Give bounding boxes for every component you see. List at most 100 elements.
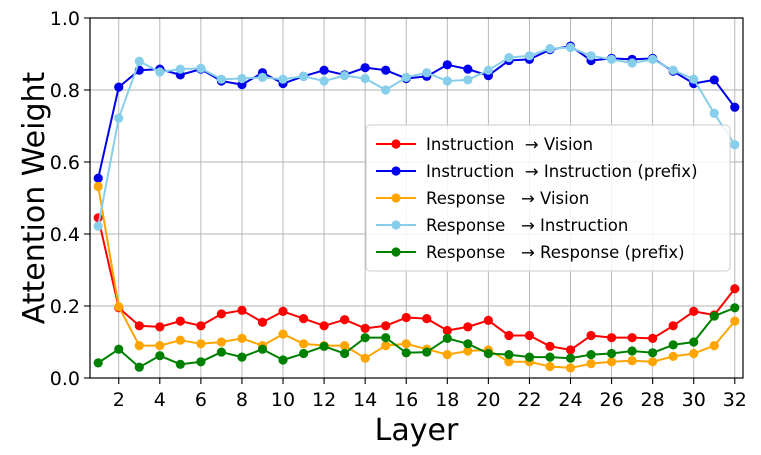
data-point [545,44,555,54]
data-point [565,42,576,53]
data-point [196,339,206,349]
data-point [319,321,329,331]
data-point [648,54,658,64]
data-point [257,72,268,82]
data-point [278,74,288,84]
legend-entry: Response → Instruction [376,216,628,235]
data-point [730,303,740,313]
data-point [504,330,514,341]
data-point [134,56,144,66]
x-tick-label: 10 [271,389,295,411]
data-point [340,341,350,351]
legend-marker [391,220,401,230]
x-tick-label: 8 [236,389,248,411]
data-point [298,339,309,349]
data-point [401,72,411,82]
data-point [463,64,473,74]
legend-label: Response → Vision [426,189,589,208]
data-point [627,356,637,366]
x-tick-label: 2 [113,389,125,411]
data-point [422,347,432,357]
data-point [689,74,699,84]
data-point [483,65,493,75]
data-point [381,321,391,331]
data-point [114,113,124,123]
data-point [155,351,165,361]
data-point [360,63,370,73]
series-layer [93,41,740,373]
legend-entry: Instruction → Instruction (prefix) [376,162,698,181]
data-point [606,357,617,367]
data-point [298,314,309,324]
y-axis-title: Attention Weight [17,72,52,325]
data-point [422,314,432,324]
data-point [175,335,185,345]
data-point [627,333,637,343]
data-point [216,309,227,319]
data-point [545,341,555,351]
data-point [114,344,124,354]
data-point [422,68,432,78]
x-tick-label: 22 [517,389,541,411]
data-point [360,73,370,84]
data-point [257,317,268,327]
data-point [340,348,350,359]
data-point [278,306,288,316]
data-point [340,315,350,325]
data-point [381,85,391,95]
data-point [668,321,678,331]
data-point [442,333,452,343]
data-point [237,73,247,84]
x-axis-title: Layer [375,413,459,448]
data-point [340,71,350,81]
data-point [134,341,144,351]
data-point [504,357,514,367]
x-tick-label: 12 [312,389,336,411]
x-tick-label: 6 [195,389,207,411]
legend-box [365,124,731,272]
data-point [730,284,740,294]
legend: Instruction → Vision Instruction → Instru… [365,124,731,272]
data-point [155,341,165,351]
data-point [442,76,452,86]
data-point [278,329,288,339]
data-point [216,347,227,357]
data-point [319,341,329,351]
data-point [298,348,309,359]
data-point [237,333,247,343]
y-tick-label: 0.6 [50,152,80,174]
data-point [504,350,514,360]
data-point [586,330,596,341]
data-point [730,140,740,150]
data-point [319,76,329,86]
data-point [463,339,473,349]
data-point [442,350,452,360]
series-5 [93,303,740,372]
data-point [545,352,555,362]
data-point [381,65,391,75]
data-point [586,51,596,61]
legend-label: Instruction → Instruction (prefix) [426,162,698,181]
data-point [648,348,658,358]
data-point [114,82,124,92]
x-tick-label: 4 [154,389,166,411]
legend-label: Instruction → Vision [426,135,593,154]
data-point [524,352,535,362]
legend-entry: Instruction → Vision [376,135,593,154]
series-3 [93,181,740,373]
data-point [689,348,699,359]
data-point [155,322,165,332]
x-tick-label: 26 [599,389,623,411]
data-point [216,74,227,84]
y-tick-label: 0.2 [50,296,80,318]
legend-marker [391,247,401,257]
data-point [155,67,165,77]
data-point [401,339,411,349]
data-point [483,348,493,359]
data-point [709,108,719,118]
data-point [196,357,206,367]
data-point [565,363,576,373]
y-tick-label: 0.4 [50,224,80,246]
legend-label: Response → Response (prefix) [426,243,685,262]
plot-frame [89,17,744,379]
